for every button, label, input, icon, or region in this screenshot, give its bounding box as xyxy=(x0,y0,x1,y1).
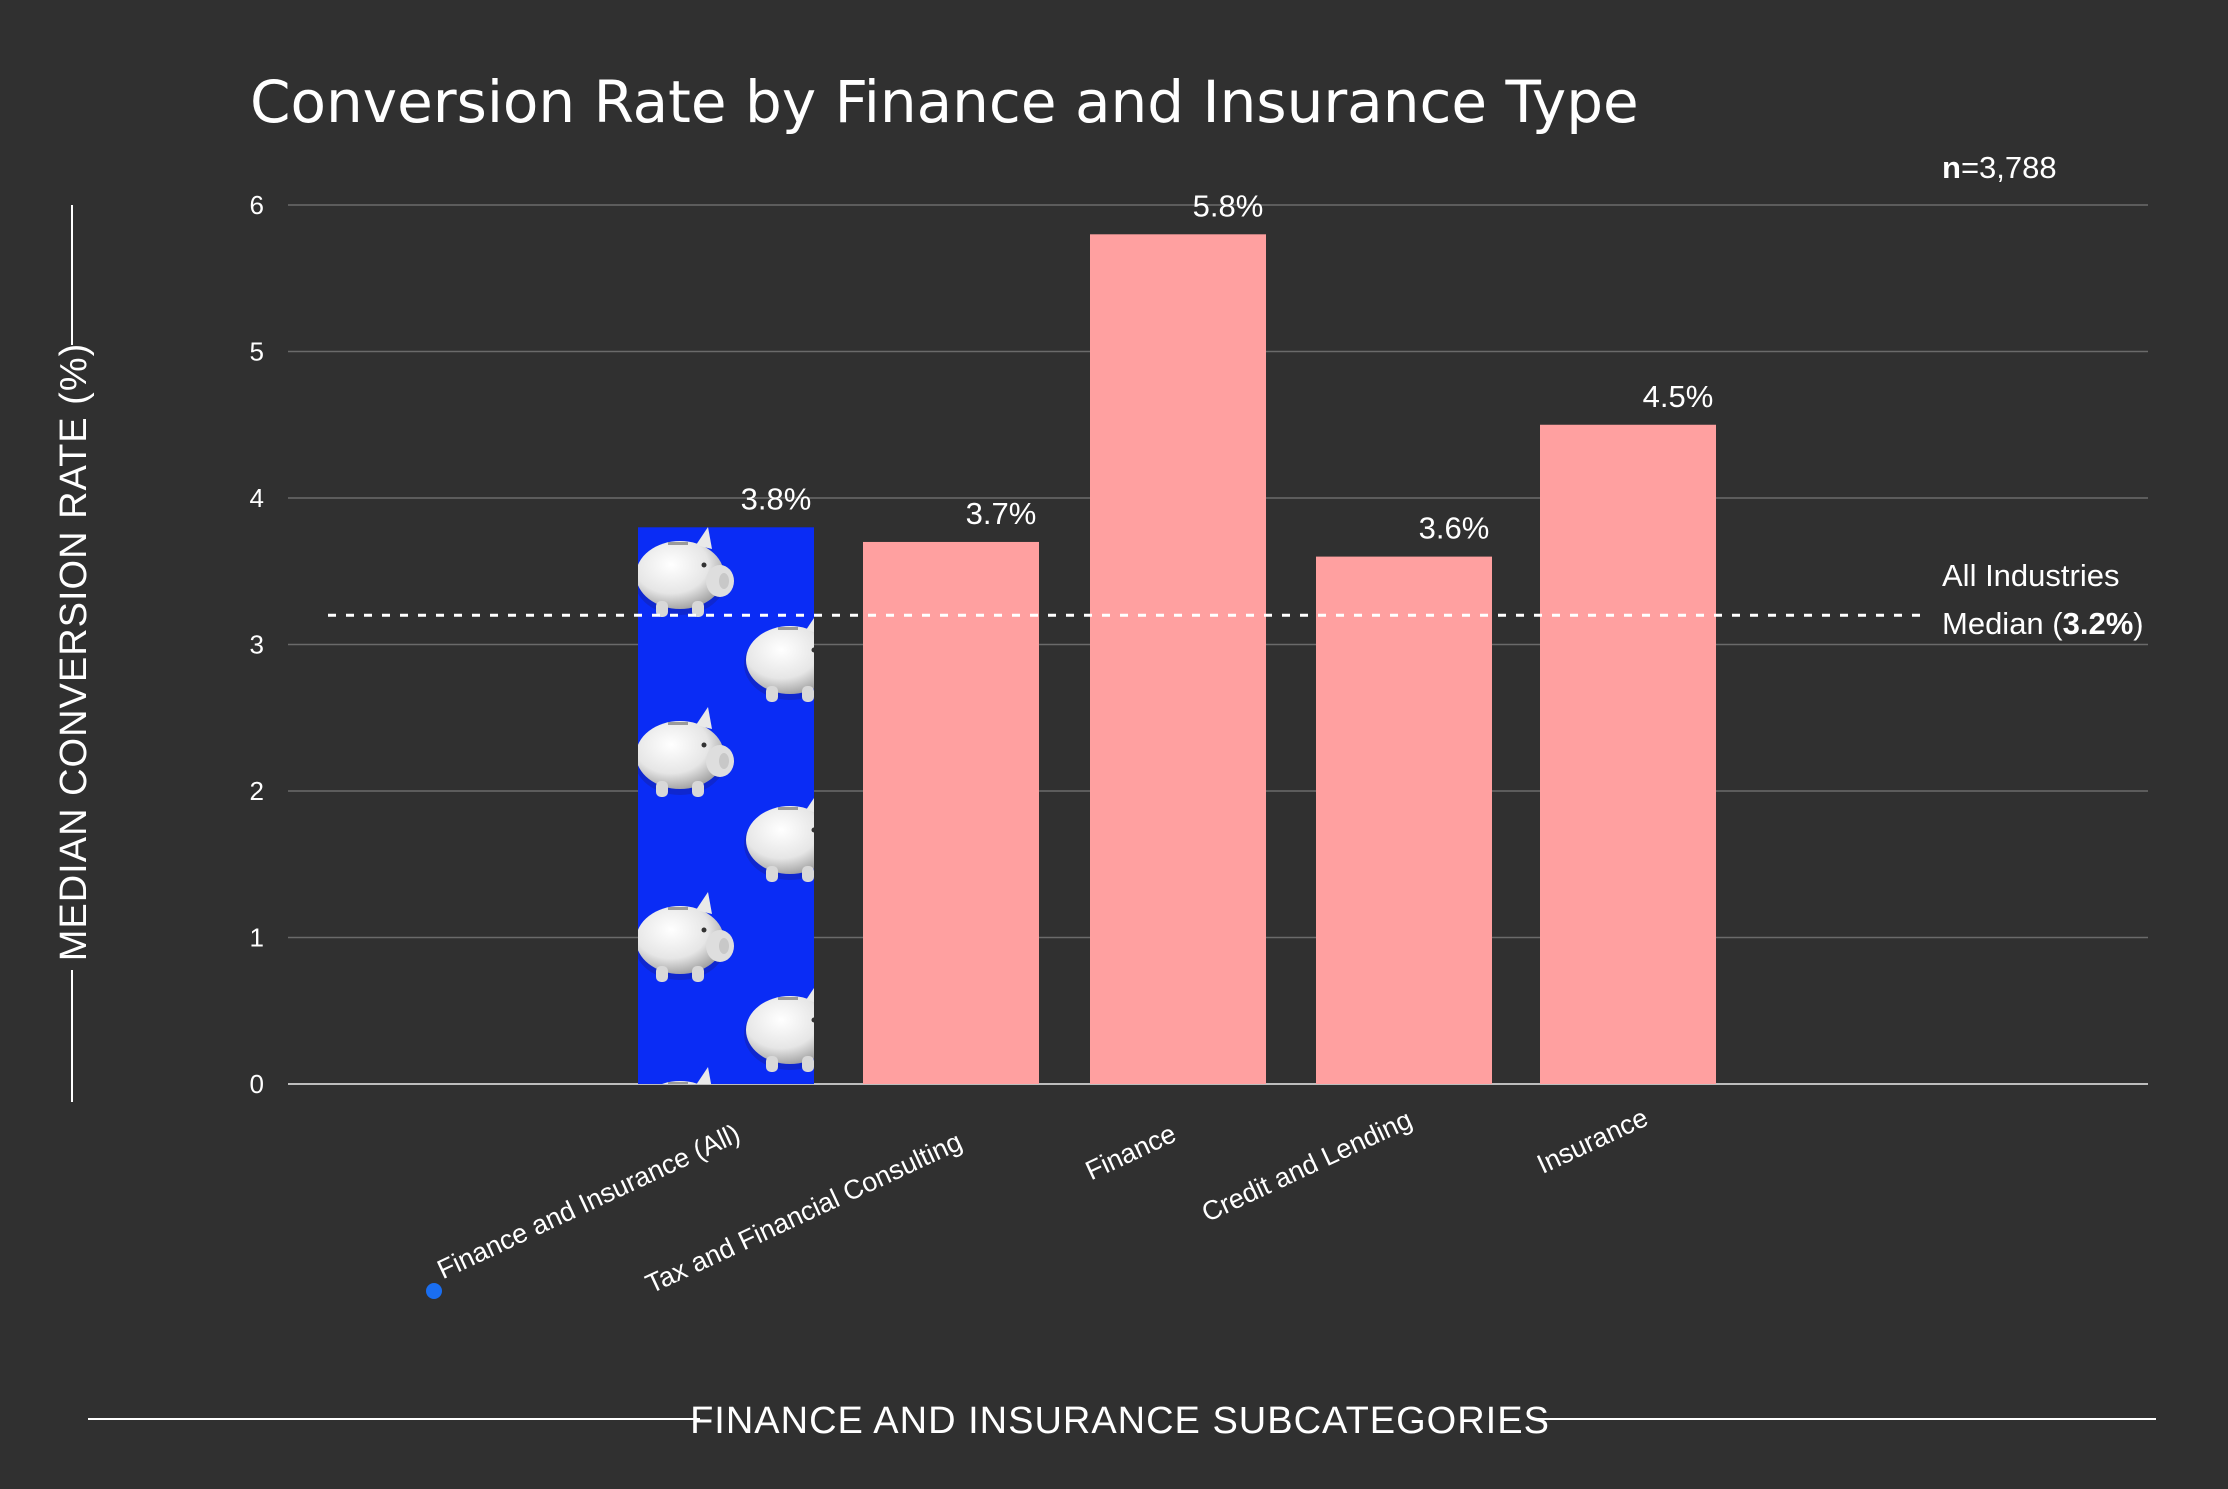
y-tick-label: 3 xyxy=(250,630,264,660)
y-axis-title: MEDIAN CONVERSION RATE (%) xyxy=(53,343,95,962)
piggy-bank-icon xyxy=(661,1067,712,1084)
piggy-bank-icon xyxy=(744,988,814,1072)
y-tick-label: 4 xyxy=(250,483,264,513)
piggy-bank-icon xyxy=(744,798,814,882)
piggy-bank-icon xyxy=(638,892,734,982)
y-tick-label: 5 xyxy=(250,337,264,367)
reference-line-label-2: Median (3.2%) xyxy=(1942,606,2144,641)
value-label: 4.5% xyxy=(1643,379,1714,414)
category-label: Credit and Lending xyxy=(1197,1104,1416,1228)
bars xyxy=(638,234,1716,1085)
highlight-bar-pattern xyxy=(638,527,814,1084)
bar xyxy=(1540,424,1716,1084)
y-tick-label: 2 xyxy=(250,776,264,806)
piggy-bank-icon xyxy=(744,618,814,702)
x-axis-title: FINANCE AND INSURANCE SUBCATEGORIES xyxy=(690,1400,1550,1442)
value-labels: 3.8% 3.7% 5.8% 3.6% 4.5% xyxy=(741,188,1714,545)
reference-line-label-1: All Industries xyxy=(1942,558,2119,593)
y-tick-label: 0 xyxy=(250,1069,264,1099)
bar-highlight xyxy=(638,527,814,1084)
reference-label-value: 3.2% xyxy=(2063,606,2134,641)
sample-size-label: n xyxy=(1942,150,1961,185)
value-label: 5.8% xyxy=(1193,188,1264,223)
highlight-marker-dot xyxy=(426,1283,442,1299)
piggy-bank-icon xyxy=(638,707,734,797)
y-tick-labels: 0 1 2 3 4 5 6 xyxy=(250,190,264,1099)
reference-label-prefix: Median ( xyxy=(1942,606,2063,641)
bar xyxy=(1090,234,1266,1085)
category-labels: Finance and Insurance (All)Tax and Finan… xyxy=(426,1102,1653,1299)
category-label: Finance xyxy=(1081,1118,1181,1186)
value-label: 3.6% xyxy=(1419,511,1490,546)
piggy-bank-icon xyxy=(638,527,734,617)
value-label: 3.8% xyxy=(741,481,812,516)
value-label: 3.7% xyxy=(966,496,1037,531)
bar xyxy=(1316,556,1492,1084)
sample-size-note: n=3,788 xyxy=(1942,150,2057,185)
chart-title: Conversion Rate by Finance and Insurance… xyxy=(250,68,1639,136)
y-tick-label: 1 xyxy=(250,923,264,953)
sample-size-value: =3,788 xyxy=(1961,150,2057,185)
bar xyxy=(863,541,1039,1084)
category-label: Insurance xyxy=(1532,1102,1652,1179)
y-tick-label: 6 xyxy=(250,190,264,220)
reference-label-suffix: ) xyxy=(2133,606,2143,641)
